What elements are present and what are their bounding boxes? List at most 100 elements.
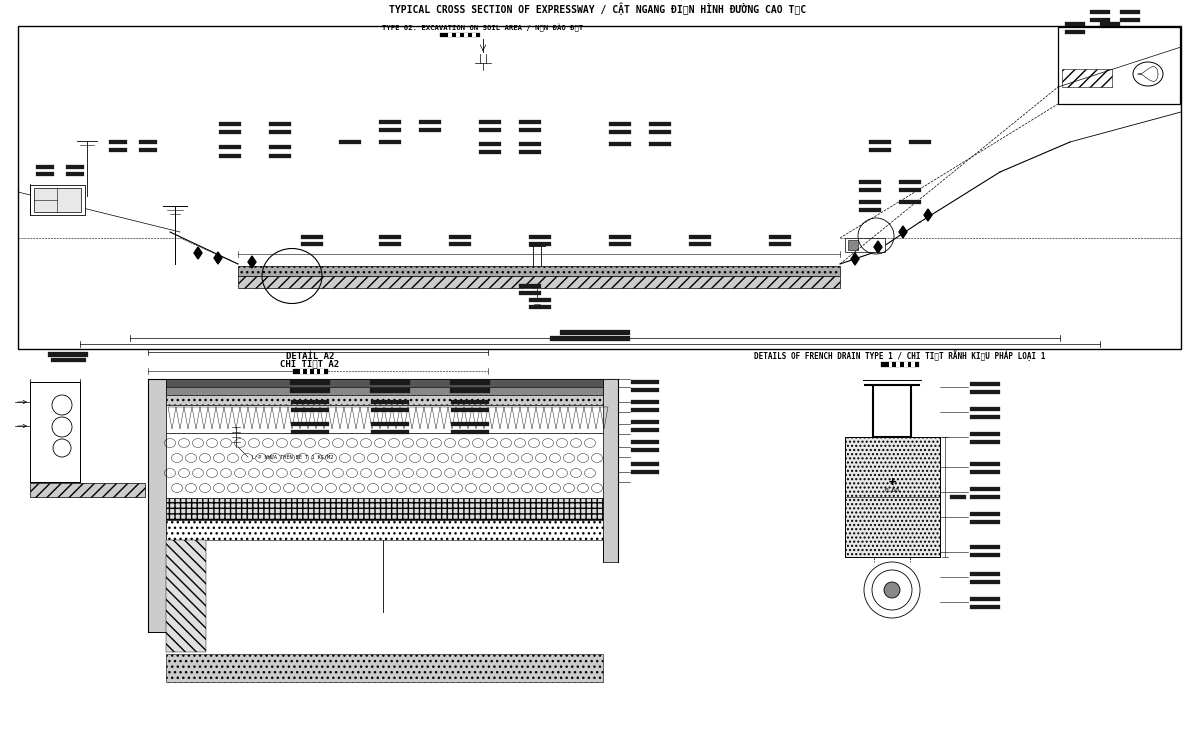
Bar <box>30 382 80 482</box>
Bar <box>847 240 858 250</box>
Bar <box>631 428 660 432</box>
Bar <box>166 498 603 520</box>
Bar <box>909 140 931 144</box>
Bar <box>950 495 966 499</box>
Bar <box>371 430 409 434</box>
Bar <box>371 400 409 404</box>
Bar <box>631 408 660 412</box>
Bar <box>166 654 603 682</box>
Bar <box>519 128 541 132</box>
Bar <box>519 142 541 146</box>
Bar <box>845 437 940 557</box>
Bar <box>269 130 291 134</box>
Polygon shape <box>194 247 202 259</box>
Bar <box>519 291 541 295</box>
Bar <box>768 235 791 239</box>
Bar <box>379 140 401 144</box>
Bar <box>66 172 84 176</box>
Bar <box>631 440 660 444</box>
Bar <box>911 361 916 367</box>
Bar <box>321 369 324 373</box>
Bar <box>370 387 411 393</box>
Bar <box>881 361 919 367</box>
Polygon shape <box>924 209 932 221</box>
Bar <box>379 235 401 239</box>
Bar <box>869 140 891 144</box>
Bar <box>166 395 603 405</box>
Bar <box>631 448 660 452</box>
Bar <box>549 335 630 341</box>
Bar <box>529 242 551 246</box>
Bar <box>291 400 329 404</box>
Polygon shape <box>874 241 882 253</box>
Bar <box>529 298 551 302</box>
Bar <box>649 142 672 146</box>
Bar <box>519 120 541 124</box>
Bar <box>859 188 881 192</box>
Bar <box>166 520 603 540</box>
Bar <box>449 235 470 239</box>
Circle shape <box>885 582 900 598</box>
Text: TYPE 02: EXCAVATION ON SOIL AREA / NỀN ĐÀO ĐẤT: TYPE 02: EXCAVATION ON SOIL AREA / NỀN Đ… <box>382 24 584 32</box>
Bar <box>609 122 631 126</box>
Bar <box>859 208 881 212</box>
Bar <box>970 580 999 584</box>
Bar <box>529 235 551 239</box>
Bar <box>1058 27 1180 104</box>
Bar <box>166 387 603 395</box>
Bar <box>970 415 999 419</box>
Bar <box>970 553 999 557</box>
Bar <box>269 154 291 158</box>
Bar <box>419 128 440 132</box>
Bar <box>166 540 206 652</box>
Bar <box>472 33 476 37</box>
Bar <box>609 235 631 239</box>
Bar <box>970 407 999 411</box>
Bar <box>888 361 893 367</box>
Polygon shape <box>248 256 256 268</box>
Bar <box>609 242 631 246</box>
Bar <box>48 352 89 356</box>
Bar <box>30 185 85 215</box>
Bar <box>109 140 127 144</box>
Bar <box>845 238 885 252</box>
Bar <box>456 33 460 37</box>
Bar <box>631 388 660 392</box>
Bar <box>166 379 603 387</box>
Bar <box>479 120 502 124</box>
Text: 0.60: 0.60 <box>885 488 899 493</box>
Bar <box>148 379 166 632</box>
Bar <box>36 172 54 176</box>
Bar <box>449 242 470 246</box>
Text: TYPICAL CROSS SECTION OF EXPRESSWAY / CẬT NGANG ĐIỂN HÌNH ĐƯỜNG CAO TỐC: TYPICAL CROSS SECTION OF EXPRESSWAY / CẬ… <box>389 3 807 16</box>
Bar <box>1120 18 1140 22</box>
Bar <box>139 148 157 152</box>
Bar <box>560 329 630 335</box>
Bar <box>451 422 490 426</box>
Text: DETAILS OF FRENCH DRAIN TYPE 1 / CHI TIẾT RÃNH KIỂU PHÁP LOẠI 1: DETAILS OF FRENCH DRAIN TYPE 1 / CHI TIẾ… <box>754 350 1046 361</box>
Bar <box>419 120 440 124</box>
Bar <box>904 361 907 367</box>
Bar <box>30 483 145 497</box>
Bar <box>166 433 603 498</box>
Bar <box>36 165 54 169</box>
Bar <box>269 145 291 149</box>
Bar <box>290 379 330 384</box>
Bar <box>529 305 551 309</box>
Bar <box>631 462 660 466</box>
Bar <box>631 470 660 474</box>
Bar <box>379 242 401 246</box>
Polygon shape <box>851 253 859 265</box>
Bar <box>970 597 999 601</box>
Bar <box>219 145 241 149</box>
Bar <box>609 130 631 134</box>
Bar <box>139 140 157 144</box>
Bar <box>899 180 920 184</box>
Bar <box>109 148 127 152</box>
Text: CHI TIẾT A2: CHI TIẾT A2 <box>280 360 340 369</box>
Bar <box>609 142 631 146</box>
Bar <box>970 495 999 499</box>
Bar <box>219 130 241 134</box>
Bar <box>370 379 411 384</box>
Bar <box>899 188 920 192</box>
